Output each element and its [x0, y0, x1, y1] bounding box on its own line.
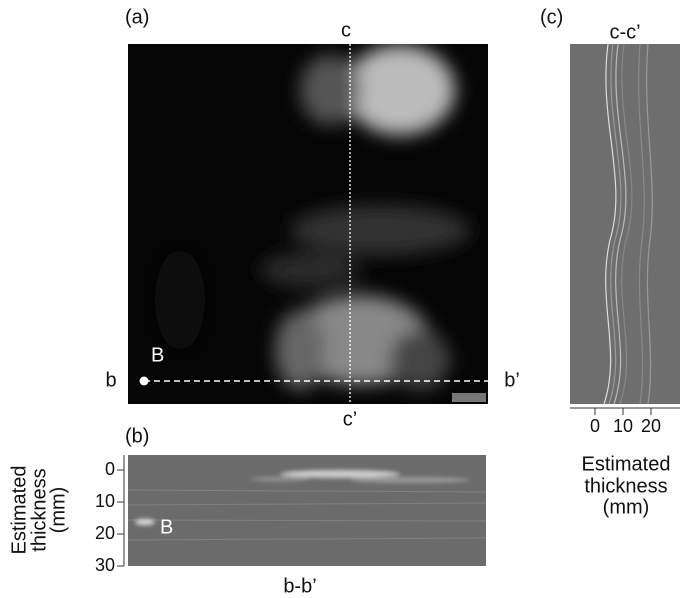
image-b: [128, 455, 486, 566]
axis-label: Estimated thickness (mm): [8, 466, 69, 555]
tick-label: 0: [590, 416, 600, 436]
point-b: [139, 376, 149, 386]
tick-label: 20: [95, 523, 115, 543]
marker-label: c’: [343, 408, 357, 430]
axis-label-line: (mm): [47, 487, 69, 534]
axis-label-line: Estimated: [582, 453, 671, 475]
tick-label: 0: [105, 459, 115, 479]
panel-label: (b): [125, 425, 149, 447]
marker-label: b’: [504, 369, 520, 391]
axis-label-line: Estimated: [8, 466, 30, 555]
point-label: B: [151, 344, 164, 366]
tick-label: 10: [613, 416, 633, 436]
tick-label: 10: [95, 491, 115, 511]
point-label: B: [160, 516, 173, 538]
axis-label-line: thickness: [584, 475, 667, 497]
marker-label: b: [105, 369, 116, 391]
image-a: [128, 44, 488, 404]
panel-label: (c): [540, 6, 563, 28]
panel-title: c-c’: [609, 21, 640, 43]
marker-label: c: [341, 19, 351, 41]
panel-title: b-b’: [283, 575, 316, 597]
axis-label-line: thickness: [28, 468, 50, 551]
panel-label: (a): [125, 6, 149, 28]
axis-label-line: (mm): [603, 496, 650, 518]
tick-label: 20: [641, 416, 661, 436]
image-c: [570, 44, 680, 404]
tick-label: 30: [95, 555, 115, 575]
